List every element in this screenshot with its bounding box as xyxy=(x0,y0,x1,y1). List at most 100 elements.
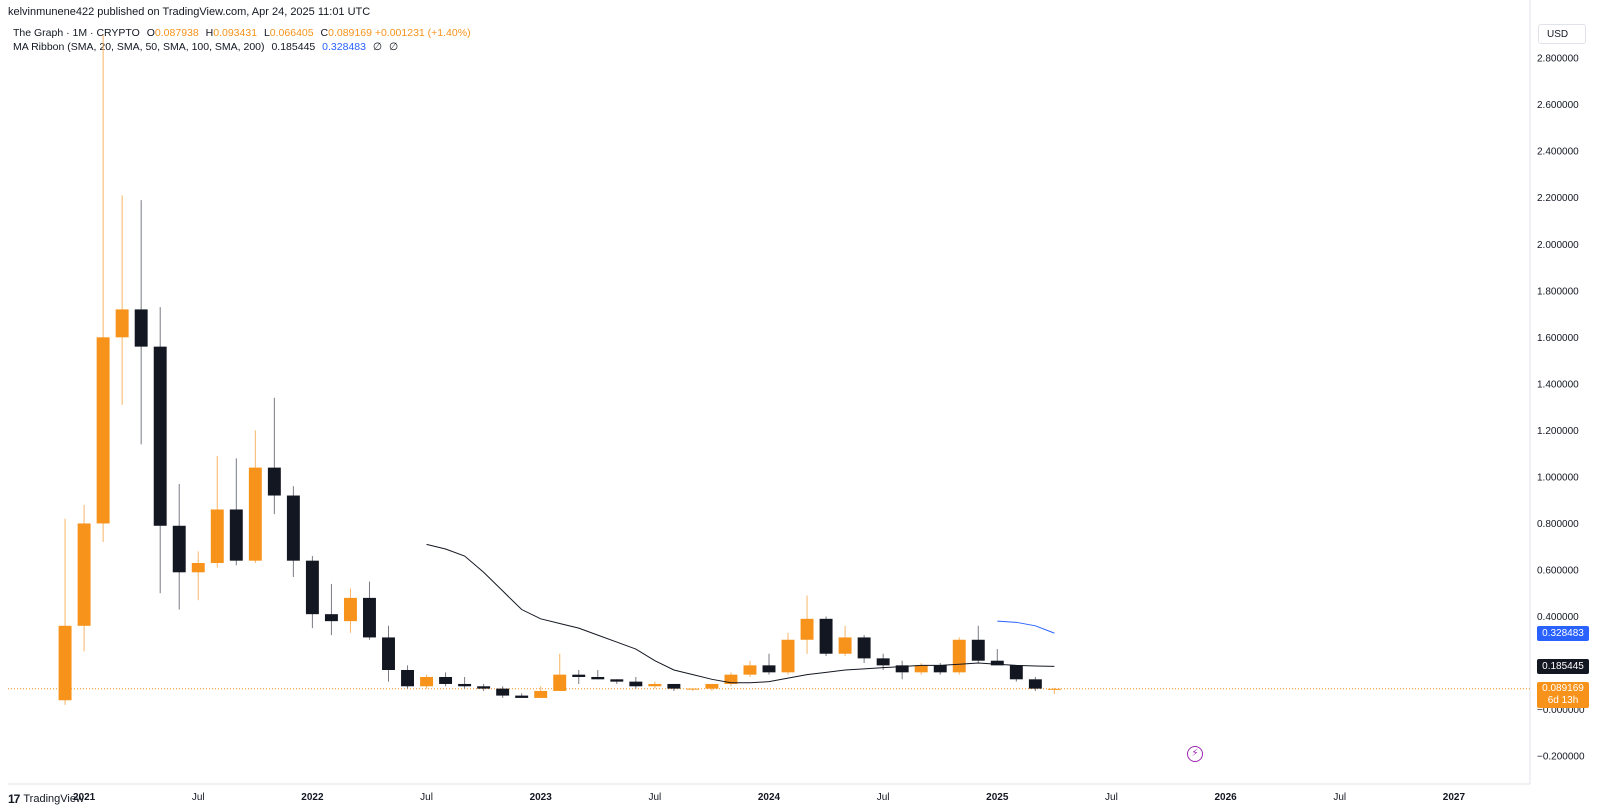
candle-body xyxy=(762,665,776,673)
candle-body xyxy=(305,560,319,615)
candle-body xyxy=(363,597,376,638)
candle-body xyxy=(743,665,757,675)
candle xyxy=(572,670,586,684)
y-tick-label: 1.200000 xyxy=(1537,426,1579,437)
y-tick-label: 2.600000 xyxy=(1537,100,1579,111)
tradingview-logo[interactable]: 17 TradingView xyxy=(8,792,84,806)
candle-body xyxy=(1009,665,1023,680)
candle-body xyxy=(496,688,510,696)
ma3-legend-value: ∅ xyxy=(372,41,383,53)
candle xyxy=(305,556,319,629)
x-tick-label: Jul xyxy=(648,792,661,803)
low-label: L xyxy=(263,27,270,39)
ma2-legend-value: 0.328483 xyxy=(322,41,366,53)
price-axis[interactable]: 2.800000 2.600000 2.400000 2.200000 2.000000… xyxy=(1537,54,1585,763)
candle-body xyxy=(933,665,947,673)
candle-body xyxy=(914,665,928,673)
ma4-legend-value: ∅ xyxy=(388,41,399,53)
candle xyxy=(629,676,643,689)
last-price-label: 0.089169 6d 13h xyxy=(1537,681,1589,708)
ma-line-50 xyxy=(997,620,1055,634)
candle-body xyxy=(705,683,719,689)
candle xyxy=(1047,687,1061,695)
candle xyxy=(667,683,681,691)
x-tick-label: 2025 xyxy=(986,792,1009,803)
candle-body xyxy=(895,665,909,673)
candle-body xyxy=(971,639,985,661)
candle xyxy=(971,625,985,664)
open-value: 0.087938 xyxy=(154,27,199,39)
candle xyxy=(267,397,281,515)
x-tick-label: Jul xyxy=(192,792,205,803)
countdown-value: 6d 13h xyxy=(1547,694,1579,706)
tradingview-mark-icon: 17 xyxy=(8,792,20,806)
x-tick-label: Jul xyxy=(420,792,433,803)
x-tick-label: Jul xyxy=(877,792,890,803)
candle xyxy=(857,635,871,664)
symbol-legend: The Graph · 1M · CRYPTO O0.087938 H0.093… xyxy=(13,27,471,39)
candle-body xyxy=(553,674,567,691)
change-value: +0.001231 (+1.40%) xyxy=(374,27,471,39)
candle-body xyxy=(534,690,548,698)
x-tick-label: 2026 xyxy=(1214,792,1237,803)
candle-body xyxy=(382,637,395,671)
x-tick-label: 2023 xyxy=(530,792,553,803)
candle-body xyxy=(667,683,681,689)
candle xyxy=(343,588,357,633)
symbol-name[interactable]: The Graph · 1M · CRYPTO xyxy=(13,27,140,39)
candle xyxy=(496,686,510,698)
candle-body xyxy=(952,639,966,673)
y-tick-label: 2.400000 xyxy=(1537,147,1579,158)
high-label: H xyxy=(205,27,214,39)
x-tick-label: Jul xyxy=(1105,792,1118,803)
candle-body xyxy=(629,681,643,687)
y-tick-label: 0.800000 xyxy=(1537,519,1579,530)
candle-body xyxy=(1047,688,1061,690)
published-line: kelvinmunene422 published on TradingView… xyxy=(8,6,371,18)
candle xyxy=(420,674,434,689)
candle xyxy=(800,595,814,654)
candle-body xyxy=(800,618,814,640)
candle-body xyxy=(58,625,72,701)
ma-line-20 xyxy=(426,543,1055,684)
candle xyxy=(895,660,909,680)
candle xyxy=(724,672,738,687)
y-tick-label: −0.000000 xyxy=(1537,705,1585,716)
y-tick-label: 1.000000 xyxy=(1537,472,1579,483)
candle xyxy=(401,665,414,689)
candle xyxy=(191,551,205,601)
x-tick-label: Jul xyxy=(1333,792,1346,803)
tradingview-brand: TradingView xyxy=(23,793,84,805)
candle xyxy=(439,672,453,687)
indicator-legend: MA Ribbon (SMA, 20, SMA, 50, SMA, 100, S… xyxy=(13,41,398,53)
candle xyxy=(819,616,833,657)
candles xyxy=(58,34,1061,705)
high-value: 0.093431 xyxy=(213,27,258,39)
candle xyxy=(115,195,129,405)
candle-body xyxy=(610,679,624,682)
candle-body xyxy=(267,467,281,496)
candle-body xyxy=(96,337,110,524)
candle-body xyxy=(153,346,167,526)
open-label: O xyxy=(146,27,155,39)
candle-body xyxy=(724,674,738,684)
candle-body xyxy=(648,683,662,687)
candle-body xyxy=(229,509,243,561)
candle-body xyxy=(420,676,434,687)
candle xyxy=(210,455,224,568)
candle-body xyxy=(572,674,586,677)
time-axis[interactable]: 2021 Jul 2022 Jul 2023 Jul 2024 Jul 2025 Jul 2026 J… xyxy=(73,792,1465,803)
candle xyxy=(762,653,776,675)
currency-button[interactable]: USD xyxy=(1538,24,1586,44)
candle xyxy=(477,683,491,691)
candle xyxy=(553,653,567,691)
candle xyxy=(77,504,91,652)
candle xyxy=(1009,665,1023,682)
y-tick-label: 2.200000 xyxy=(1537,193,1579,204)
candle xyxy=(838,625,852,657)
lightning-icon[interactable]: ⚡ xyxy=(1187,746,1203,762)
indicator-name[interactable]: MA Ribbon (SMA, 20, SMA, 50, SMA, 100, S… xyxy=(13,41,265,53)
candle xyxy=(990,649,1004,666)
candle xyxy=(229,458,243,566)
